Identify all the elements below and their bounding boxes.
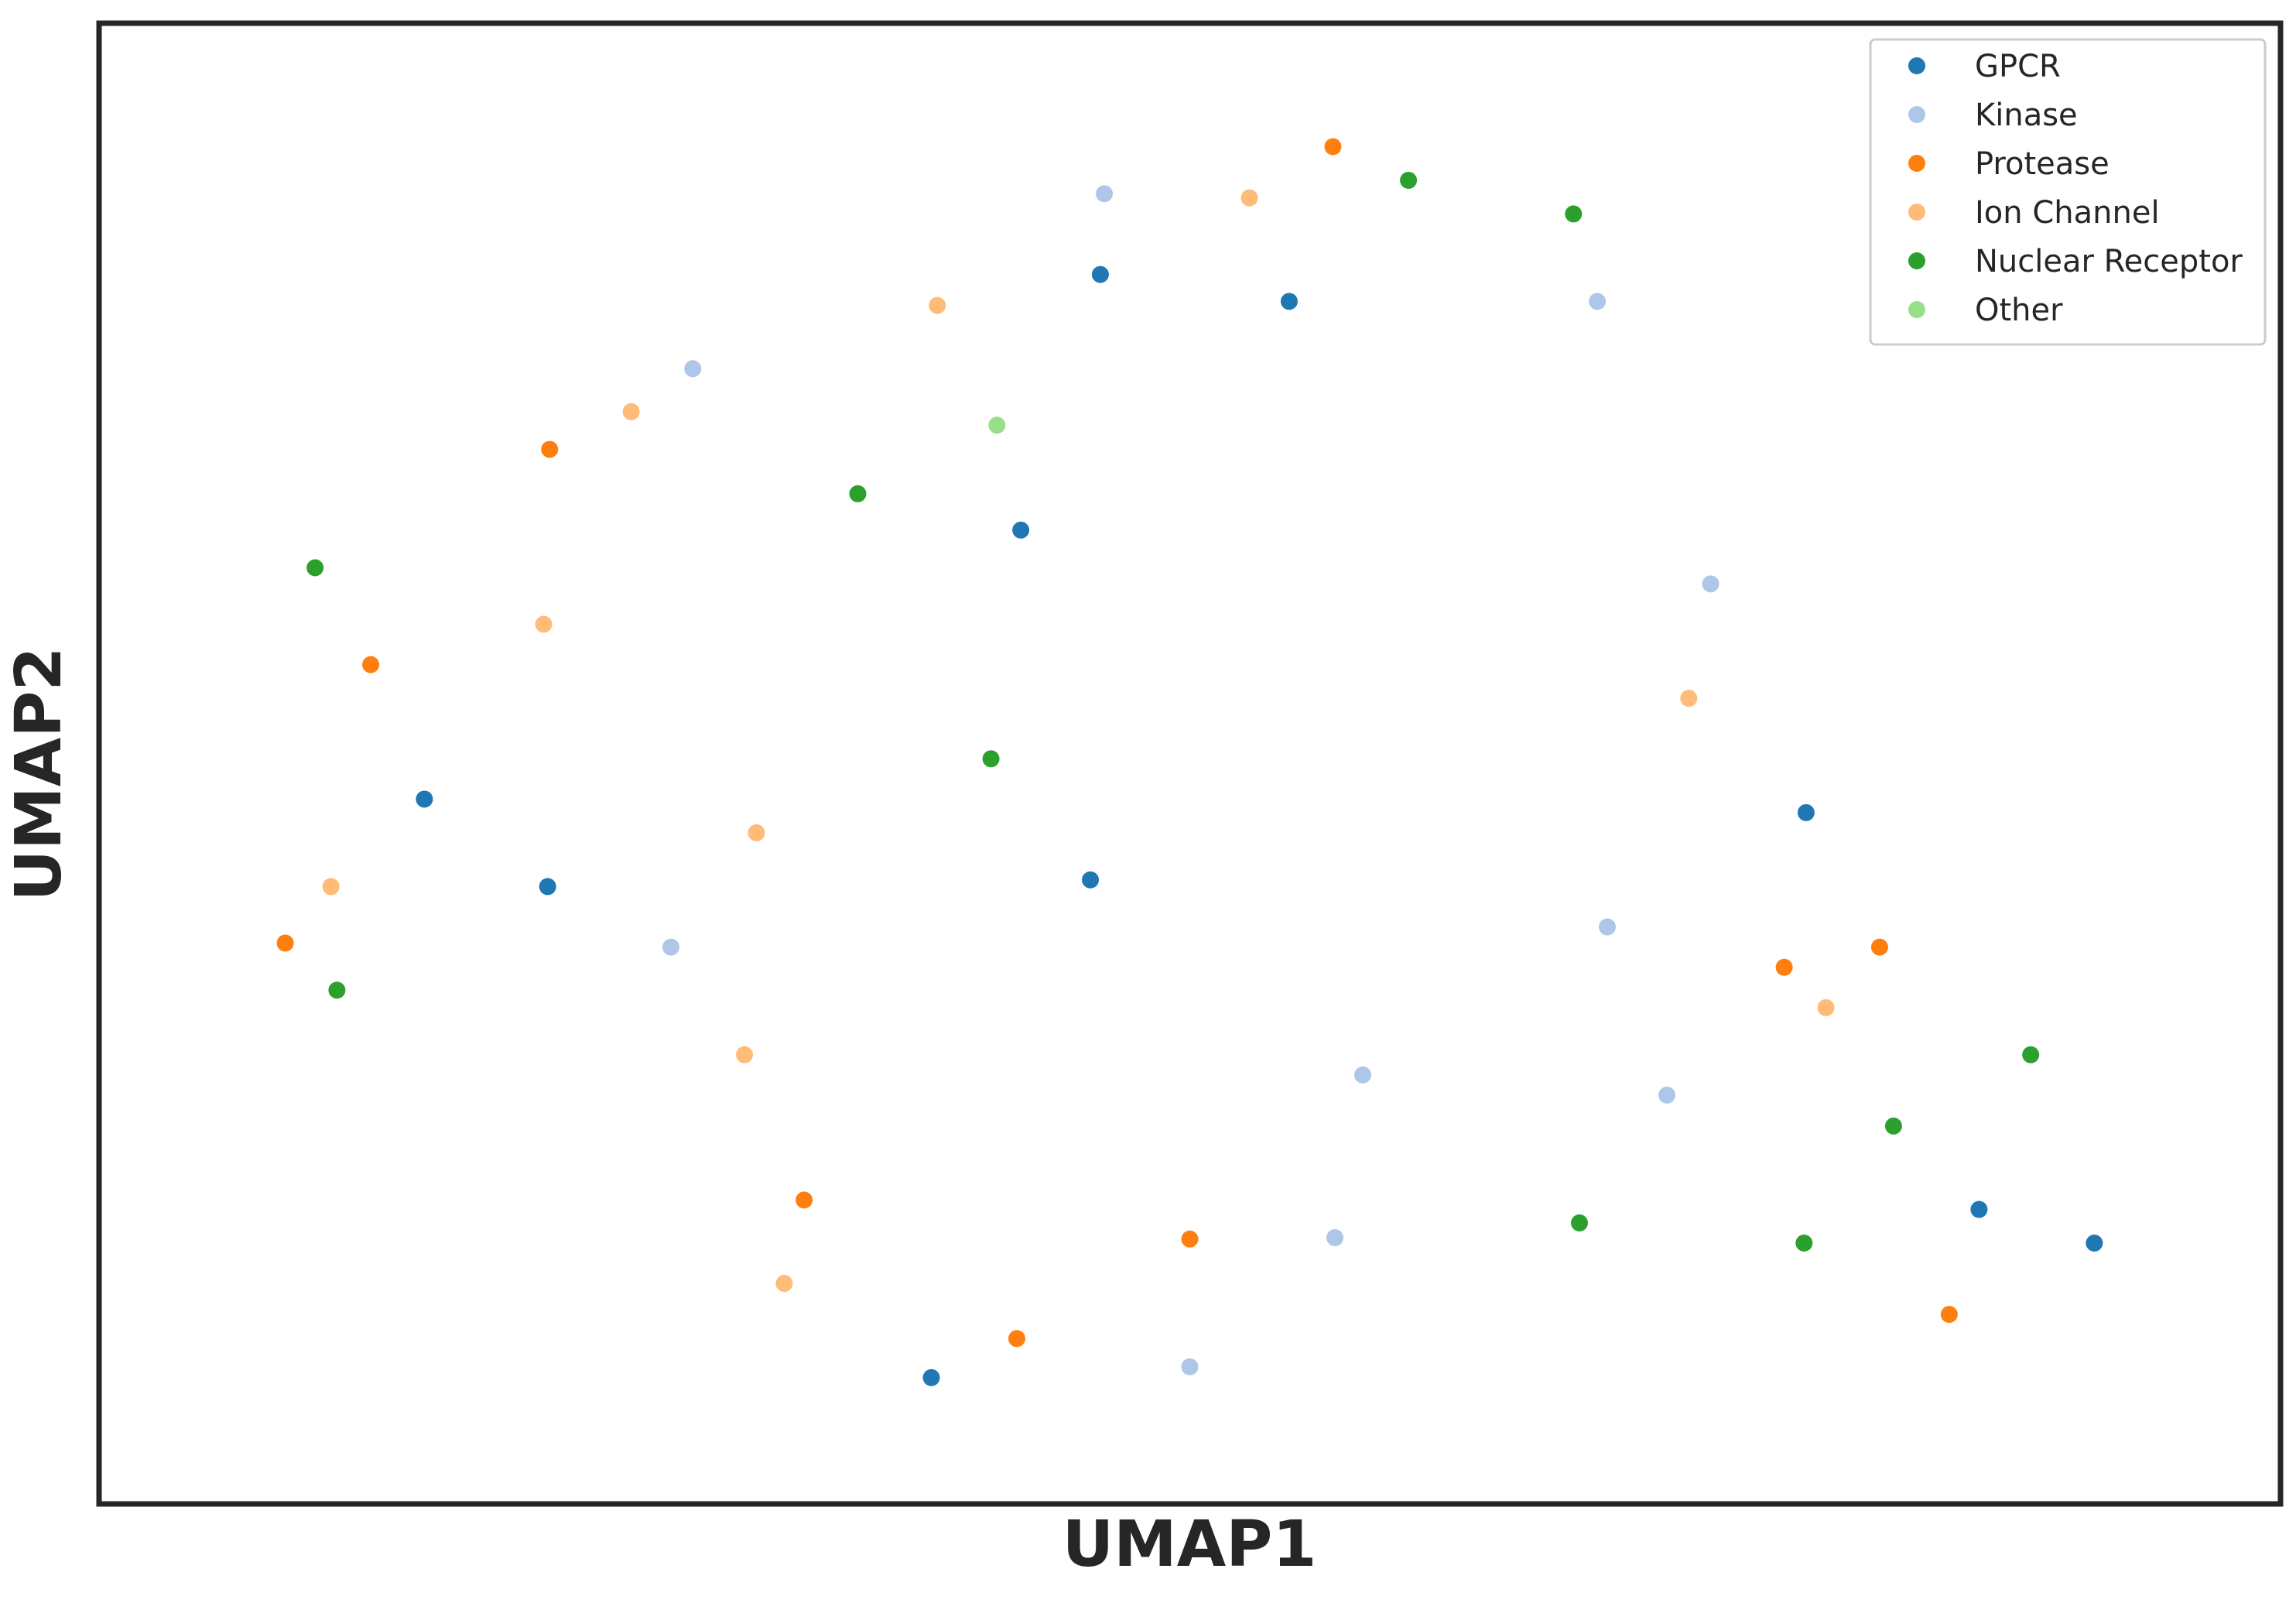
series-ion-channel [322, 189, 1835, 1293]
data-point [276, 934, 294, 952]
legend-marker [1908, 301, 1925, 318]
legend-entry: Protease [1908, 146, 2110, 182]
series-nuclear-receptor [306, 171, 2040, 1252]
legend-entry: Other [1908, 293, 2063, 328]
data-point [684, 360, 702, 378]
data-point [1096, 185, 1114, 203]
data-point [1775, 958, 1793, 976]
data-point [1091, 265, 1109, 283]
data-point [796, 1191, 813, 1209]
data-point [1702, 575, 1719, 593]
data-point [662, 938, 679, 956]
data-point [1012, 521, 1030, 539]
data-point [748, 824, 765, 841]
data-point [362, 656, 380, 673]
data-point [416, 790, 433, 808]
legend-entry: Nuclear Receptor [1908, 244, 2243, 279]
data-point [306, 559, 324, 577]
data-point [1940, 1306, 1958, 1324]
data-point [1598, 918, 1616, 936]
data-point [322, 878, 340, 896]
legend-marker [1908, 57, 1925, 74]
series-protease [276, 138, 1958, 1348]
data-point [1884, 1117, 1902, 1135]
legend-entry: Kinase [1908, 98, 2078, 133]
data-point [1797, 803, 1815, 821]
data-point [1589, 293, 1607, 310]
data-point [1400, 171, 1418, 189]
data-point [1181, 1358, 1199, 1375]
legend-marker [1908, 155, 1925, 172]
data-point [775, 1275, 793, 1293]
data-point [539, 878, 556, 896]
data-point [1658, 1086, 1676, 1104]
data-point [1326, 1229, 1344, 1247]
data-point [736, 1046, 754, 1064]
legend-marker [1908, 204, 1925, 221]
legend-label: GPCR [1975, 49, 2061, 84]
x-axis-label: UMAP1 [1062, 1508, 1317, 1581]
legend-label: Kinase [1975, 98, 2078, 133]
data-point [2086, 1234, 2103, 1252]
data-point [1571, 1214, 1589, 1231]
data-point [1817, 998, 1835, 1016]
legend: GPCR Kinase Protease Ion Channel Nuclear Rec… [1869, 38, 2267, 346]
data-point [922, 1368, 940, 1386]
data-point [1795, 1234, 1813, 1252]
series-gpcr [416, 265, 2103, 1386]
data-point [1240, 189, 1258, 207]
data-point [1082, 871, 1100, 889]
data-point [1181, 1230, 1199, 1248]
data-points [276, 138, 2103, 1386]
data-point [328, 981, 346, 999]
y-axis-label: UMAP2 [2, 647, 76, 902]
data-point [1324, 138, 1342, 156]
legend-marker [1908, 252, 1925, 269]
data-point [1354, 1066, 1372, 1084]
data-point [622, 402, 640, 420]
data-point [982, 750, 1000, 768]
series-kinase [662, 185, 1719, 1375]
legend-entry: Ion Channel [1908, 195, 2160, 231]
legend-label: Other [1975, 293, 2063, 328]
data-point [541, 440, 559, 458]
data-point [929, 296, 946, 314]
data-point [1565, 205, 1583, 223]
data-point [1008, 1330, 1025, 1348]
data-point [849, 485, 867, 502]
data-point [1970, 1201, 1988, 1218]
data-point [1870, 938, 1888, 956]
data-point [2022, 1046, 2040, 1064]
series-other [988, 416, 1006, 434]
legend-label: Nuclear Receptor [1975, 244, 2243, 279]
data-point [1280, 293, 1298, 310]
data-point [1680, 690, 1698, 707]
legend-box [1869, 38, 2267, 346]
legend-label: Protease [1975, 146, 2110, 182]
legend-entry: GPCR [1908, 49, 2061, 84]
legend-label: Ion Channel [1975, 195, 2160, 231]
data-point [988, 416, 1006, 434]
data-point [535, 615, 553, 633]
legend-marker [1908, 106, 1925, 123]
